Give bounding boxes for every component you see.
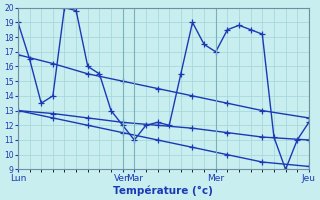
X-axis label: Température (°c): Température (°c) <box>114 185 213 196</box>
